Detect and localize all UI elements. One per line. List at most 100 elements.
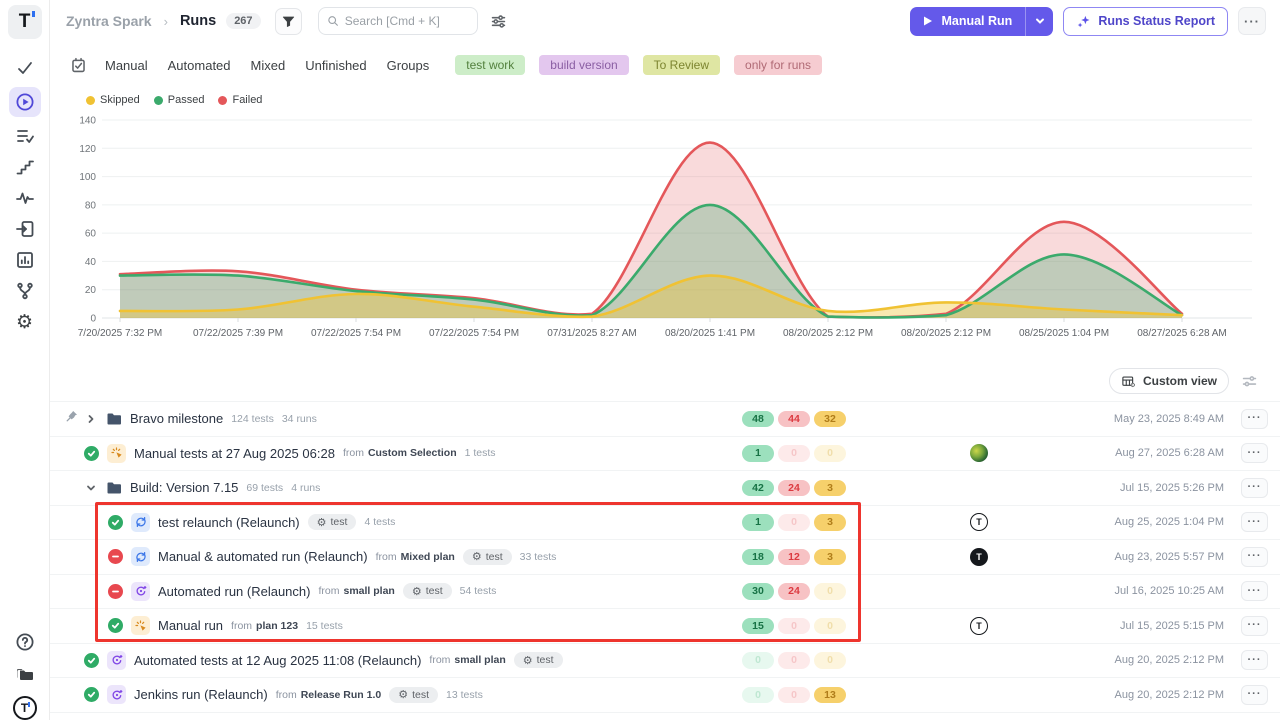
plan-link[interactable]: Custom Selection (367, 447, 457, 460)
row-menu-button[interactable]: ··· (1241, 650, 1268, 671)
row-menu-button[interactable]: ··· (1241, 512, 1268, 533)
row-menu-button[interactable]: ··· (1241, 615, 1268, 636)
sidebar-item-activity[interactable] (10, 186, 40, 210)
tests-meta: 15 tests (306, 619, 343, 632)
plan-link[interactable]: Release Run 1.0 (300, 688, 382, 701)
run-title[interactable]: Automated run (Relaunch) (158, 583, 311, 599)
assignee-avatar[interactable]: T (970, 547, 988, 566)
sidebar-item-settings[interactable]: ⚙ (10, 310, 40, 334)
runs-status-report-button[interactable]: Runs Status Report (1063, 6, 1228, 36)
tab-automated[interactable]: Automated (167, 57, 231, 73)
tab-groups[interactable]: Groups (386, 57, 430, 73)
account-avatar[interactable]: T (12, 696, 37, 720)
search-box[interactable] (317, 7, 478, 35)
folder-icon (106, 411, 122, 427)
passed-count: 1 (742, 445, 774, 462)
search-filters-button[interactable] (490, 13, 507, 30)
row-menu-button[interactable]: ··· (1241, 684, 1268, 705)
search-input[interactable] (344, 14, 469, 28)
row-menu-button[interactable]: ··· (1241, 408, 1268, 429)
sidebar-item-branches[interactable] (10, 279, 40, 303)
sidebar-item-milestones[interactable] (10, 155, 40, 179)
expand-chevron[interactable] (84, 414, 98, 424)
folder-title[interactable]: Bravo milestone (130, 411, 224, 427)
help-button[interactable] (10, 630, 40, 654)
sidebar-item-tests[interactable] (10, 56, 40, 80)
plan-link[interactable]: small plan (454, 654, 506, 667)
plan-link[interactable]: plan 123 (256, 619, 299, 632)
status-passed-icon (84, 687, 99, 703)
tab-unfinished[interactable]: Unfinished (305, 57, 367, 73)
runs-area-chart: 0 20 40 60 80 100 120 140 7/20/2025 7:32 PM 07/22… (78, 116, 1252, 339)
run-title[interactable]: Automated tests at 12 Aug 2025 11:08 (Re… (134, 652, 422, 668)
folder-row[interactable]: Build: Version 7.15 69 tests 4 runs 42 2… (50, 471, 1280, 506)
folder-title[interactable]: Build: Version 7.15 (130, 480, 239, 496)
row-menu-button[interactable]: ··· (1241, 443, 1268, 464)
run-row[interactable]: Automated run (Relaunch) from small plan … (50, 575, 1280, 609)
projects-button[interactable] (10, 663, 40, 687)
collapse-chevron[interactable] (84, 483, 98, 493)
more-actions-button[interactable]: ··· (1238, 7, 1266, 35)
tag-to-review[interactable]: To Review (642, 55, 721, 75)
tag-only-for-runs[interactable]: only for runs (734, 55, 823, 75)
svg-text:120: 120 (79, 144, 96, 155)
row-date: Aug 23, 2025 5:57 PM (1114, 550, 1224, 563)
runs-board-icon[interactable] (70, 57, 87, 74)
sidebar-item-imports[interactable] (10, 217, 40, 241)
folder-row[interactable]: Bravo milestone 124 tests 34 runs 48 44 … (50, 402, 1280, 437)
plan-link[interactable]: Mixed plan (400, 550, 455, 563)
tab-mixed[interactable]: Mixed (250, 57, 286, 73)
passed-count: 18 (742, 548, 774, 565)
test-tag-badge[interactable]: ⚙ test (462, 548, 512, 565)
breadcrumb-project[interactable]: Zyntra Spark (66, 13, 152, 29)
tab-manual[interactable]: Manual (105, 57, 148, 73)
passed-dot-icon (153, 95, 163, 105)
svg-text:20: 20 (85, 285, 97, 296)
run-row[interactable]: Jenkins run (Relaunch) from Release Run 1… (50, 678, 1280, 713)
test-tag-badge[interactable]: ⚙ test (402, 583, 452, 600)
tag-build-version[interactable]: build version (539, 55, 629, 75)
skipped-count: 0 (814, 583, 846, 600)
status-failed-icon (108, 583, 123, 599)
view-settings-icon[interactable] (1241, 373, 1258, 390)
test-tag-badge[interactable]: ⚙ test (513, 652, 563, 669)
pulse-icon (15, 192, 34, 204)
app-logo[interactable]: T (0, 0, 50, 44)
svg-text:07/31/2025 8:27 AM: 07/31/2025 8:27 AM (547, 328, 637, 339)
main-area: Zyntra Spark › Runs 267 Manual Run (50, 0, 1280, 720)
relaunch-icon (131, 512, 150, 532)
sidebar-item-reports[interactable] (10, 248, 40, 272)
row-menu-button[interactable]: ··· (1241, 546, 1268, 567)
run-row[interactable]: Manual tests at 27 Aug 2025 06:28 from Cu… (50, 437, 1280, 471)
test-tag-badge[interactable]: ⚙ test (389, 686, 439, 703)
run-title[interactable]: Jenkins run (Relaunch) (134, 687, 268, 703)
run-row[interactable]: Automated tests at 12 Aug 2025 11:08 (Re… (50, 644, 1280, 678)
assignee-avatar[interactable] (970, 444, 988, 463)
row-menu-button[interactable]: ··· (1241, 477, 1268, 498)
legend-failed: Failed (218, 94, 262, 106)
tests-meta: 33 tests (519, 550, 557, 563)
svg-text:08/20/2025 2:12 PM: 08/20/2025 2:12 PM (783, 328, 873, 339)
custom-view-button[interactable]: ⚙ Custom view (1108, 368, 1229, 394)
status-passed-icon (84, 445, 99, 461)
filter-button[interactable] (274, 7, 302, 35)
test-tag-badge[interactable]: ⚙ test (307, 514, 357, 531)
run-title[interactable]: Manual tests at 27 Aug 2025 06:28 (134, 445, 335, 461)
run-row[interactable]: Manual run from plan 123 15 tests 15 0 0 … (50, 609, 1280, 644)
row-menu-button[interactable]: ··· (1241, 581, 1268, 602)
run-title[interactable]: test relaunch (Relaunch) (158, 514, 300, 530)
run-title[interactable]: Manual & automated run (Relaunch) (158, 549, 368, 565)
assignee-avatar[interactable]: T (970, 616, 988, 635)
manual-run-button[interactable]: Manual Run (910, 6, 1054, 36)
run-row[interactable]: test relaunch (Relaunch) ⚙ test 4 tests 1… (50, 506, 1280, 540)
assignee-avatar[interactable]: T (970, 513, 988, 532)
sidebar-item-plans[interactable] (10, 124, 40, 148)
manual-run-dropdown[interactable] (1026, 7, 1053, 36)
plan-link[interactable]: small plan (343, 585, 395, 598)
tag-test-work[interactable]: test work (455, 55, 526, 75)
run-row[interactable]: Manual & automated run (Relaunch) from Mi… (50, 540, 1280, 575)
run-title[interactable]: Manual run (158, 618, 224, 634)
passed-count: 0 (742, 686, 774, 703)
sidebar-item-runs[interactable] (8, 87, 41, 117)
legend-passed: Passed (153, 94, 204, 106)
